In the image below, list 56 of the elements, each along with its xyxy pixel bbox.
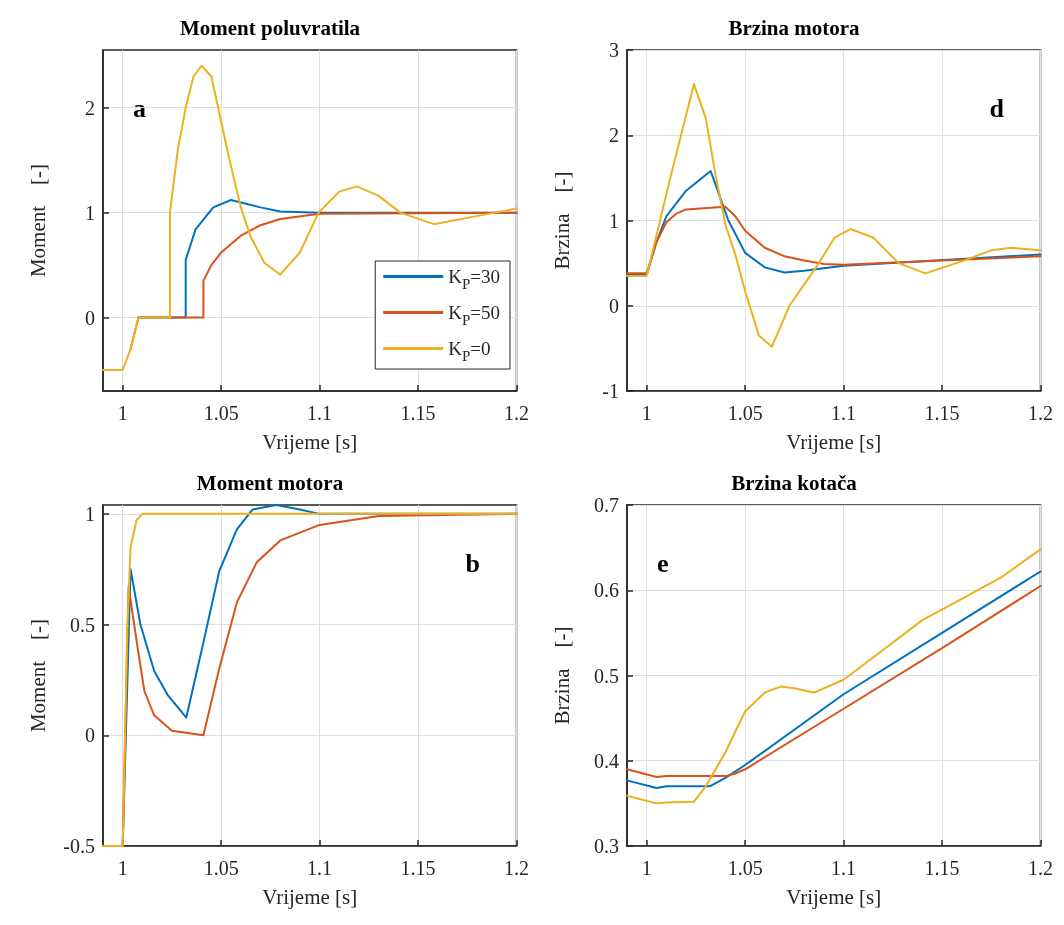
y-tick-label: 2 xyxy=(85,96,95,119)
line-series xyxy=(626,83,1042,348)
annotation: d xyxy=(989,93,1005,123)
x-tick-label: 1.2 xyxy=(1028,857,1053,879)
y-axis-title: Moment [-] xyxy=(25,618,50,733)
x-axis-title: Vrijeme [s] xyxy=(786,429,882,454)
y-tick-label: 2 xyxy=(609,124,619,147)
x-tick-label: 1 xyxy=(641,402,652,424)
y-tick-label: 0.3 xyxy=(594,835,619,857)
y-tick-label: 1 xyxy=(85,201,95,224)
x-tick-label: 1 xyxy=(117,402,128,424)
chart-title: Moment poluvratila xyxy=(179,15,361,40)
y-tick-label: 1 xyxy=(609,209,619,232)
line-series xyxy=(626,205,1042,275)
x-tick-label: 1.15 xyxy=(400,402,436,424)
x-tick-label: 1.1 xyxy=(831,402,857,424)
x-tick-label: 1.1 xyxy=(307,402,333,424)
x-axis-title: Vrijeme [s] xyxy=(262,429,358,454)
line-series xyxy=(102,64,518,372)
y-tick-label: 3 xyxy=(609,39,619,61)
x-tick-label: 1.15 xyxy=(924,402,960,424)
chart-title: Brzina kotača xyxy=(731,470,858,495)
y-tick-label: 0 xyxy=(85,724,95,747)
y-tick-label: 0.7 xyxy=(594,494,619,516)
y-tick-label: 1 xyxy=(85,502,95,525)
line-series xyxy=(626,170,1042,277)
x-tick-label: 1.2 xyxy=(504,402,529,424)
x-tick-label: 1 xyxy=(641,857,652,879)
y-axis-title: Brzina [-] xyxy=(549,626,574,725)
y-tick-label: -1 xyxy=(602,380,619,402)
x-axis-title: Vrijeme [s] xyxy=(786,884,882,909)
y-tick-label: -0.5 xyxy=(63,835,95,857)
y-axis-title: Brzina [-] xyxy=(549,171,574,270)
annotation: b xyxy=(465,548,481,578)
y-tick-label: 0.4 xyxy=(594,749,619,772)
x-tick-label: 1.1 xyxy=(307,857,333,879)
annotation: e xyxy=(657,548,669,578)
x-tick-label: 1.05 xyxy=(203,402,239,424)
y-axis-title: Moment [-] xyxy=(25,163,50,278)
x-tick-label: 1.15 xyxy=(924,857,960,879)
x-tick-label: 1.05 xyxy=(203,857,239,879)
chart-title: Brzina motora xyxy=(728,15,861,40)
x-tick-label: 1.05 xyxy=(727,402,763,424)
x-tick-label: 1 xyxy=(117,857,128,879)
x-tick-label: 1.15 xyxy=(400,857,436,879)
y-tick-label: 0.5 xyxy=(594,664,619,687)
y-tick-label: 0.6 xyxy=(594,579,619,602)
x-tick-label: 1.2 xyxy=(504,857,529,879)
x-tick-label: 1.05 xyxy=(727,857,763,879)
y-tick-label: 0.5 xyxy=(70,613,95,636)
y-tick-label: 0 xyxy=(85,306,95,329)
chart-title: Moment motora xyxy=(196,470,344,495)
x-tick-label: 1.1 xyxy=(831,857,857,879)
x-axis-title: Vrijeme [s] xyxy=(262,884,358,909)
x-tick-label: 1.2 xyxy=(1028,402,1053,424)
y-tick-label: 0 xyxy=(609,294,619,317)
